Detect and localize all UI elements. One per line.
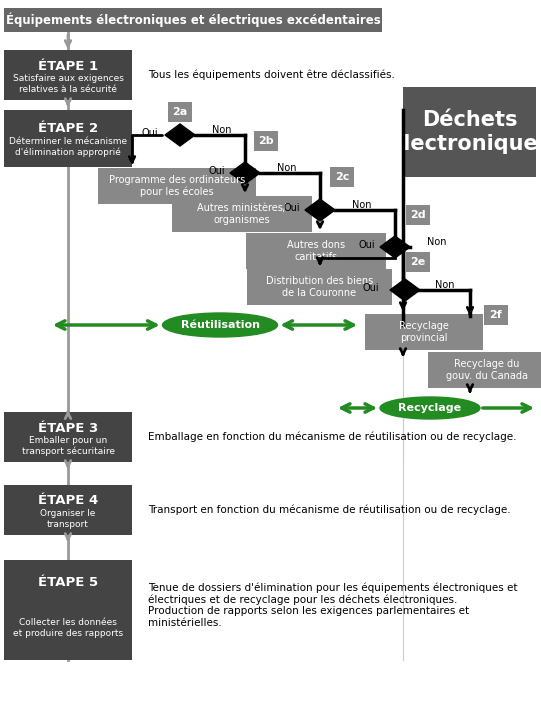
Text: ÉTAPE 2: ÉTAPE 2	[38, 122, 98, 135]
FancyBboxPatch shape	[403, 87, 536, 177]
FancyBboxPatch shape	[168, 102, 192, 122]
Text: Collecter les données
et produire des rapports: Collecter les données et produire des ra…	[13, 618, 123, 638]
Text: Tenue de dossiers d'élimination pour les équipements électroniques et
électrique: Tenue de dossiers d'élimination pour les…	[148, 582, 518, 628]
Ellipse shape	[162, 313, 278, 337]
Text: Emballer pour un
transport sécuritaire: Emballer pour un transport sécuritaire	[22, 436, 115, 456]
Text: Tous les équipements doivent être déclassifiés.: Tous les équipements doivent être déclas…	[148, 70, 395, 80]
Text: Satisfaire aux exigences
relatives à la sécurité: Satisfaire aux exigences relatives à la …	[12, 74, 123, 94]
Text: Oui: Oui	[362, 283, 379, 293]
Text: Non: Non	[435, 280, 454, 290]
FancyBboxPatch shape	[254, 131, 278, 151]
Text: Réutilisation: Réutilisation	[181, 320, 260, 330]
Text: Oui: Oui	[283, 203, 300, 213]
Text: ÉTAPE 5: ÉTAPE 5	[38, 575, 98, 588]
Text: Non: Non	[212, 125, 232, 135]
Text: Programme des ordinateurs
pour les écoles: Programme des ordinateurs pour les école…	[109, 175, 245, 197]
FancyBboxPatch shape	[246, 233, 386, 269]
FancyBboxPatch shape	[330, 167, 354, 187]
Text: Non: Non	[352, 200, 372, 210]
FancyBboxPatch shape	[428, 352, 541, 388]
Text: Déterminer le mécanisme
d'élimination approprié: Déterminer le mécanisme d'élimination ap…	[9, 137, 127, 157]
Text: Recyclage: Recyclage	[398, 403, 461, 413]
Ellipse shape	[380, 397, 480, 419]
Polygon shape	[380, 236, 410, 258]
Text: Recyclage du
gouv. du Canada: Recyclage du gouv. du Canada	[446, 359, 528, 381]
Text: Équipements électroniques et électriques excédentaires: Équipements électroniques et électriques…	[5, 13, 380, 27]
Text: 2a: 2a	[173, 107, 188, 117]
Text: Transport en fonction du mécanisme de réutilisation ou de recyclage.: Transport en fonction du mécanisme de ré…	[148, 505, 511, 516]
Text: Oui: Oui	[209, 166, 225, 176]
Polygon shape	[230, 162, 260, 184]
Text: 2d: 2d	[410, 210, 426, 220]
FancyBboxPatch shape	[4, 8, 382, 32]
Text: Recyclage
provincial: Recyclage provincial	[399, 321, 449, 343]
Text: 2b: 2b	[258, 136, 274, 146]
Text: Non: Non	[277, 163, 296, 173]
Polygon shape	[165, 124, 195, 146]
Polygon shape	[390, 279, 420, 301]
FancyBboxPatch shape	[365, 314, 483, 350]
Text: 2f: 2f	[490, 310, 503, 320]
FancyBboxPatch shape	[4, 110, 132, 167]
Text: ÉTAPE 4: ÉTAPE 4	[38, 495, 98, 508]
Text: Oui: Oui	[142, 128, 159, 138]
FancyBboxPatch shape	[172, 196, 312, 232]
FancyBboxPatch shape	[4, 412, 132, 462]
FancyBboxPatch shape	[4, 50, 132, 100]
Polygon shape	[305, 199, 335, 221]
FancyBboxPatch shape	[4, 485, 132, 535]
FancyBboxPatch shape	[484, 305, 508, 325]
FancyBboxPatch shape	[406, 205, 430, 225]
FancyBboxPatch shape	[4, 560, 132, 660]
Text: Oui: Oui	[359, 240, 375, 250]
Text: ÉTAPE 1: ÉTAPE 1	[38, 60, 98, 73]
FancyBboxPatch shape	[247, 269, 392, 305]
Text: Non: Non	[427, 237, 446, 247]
Text: ÉTAPE 3: ÉTAPE 3	[38, 421, 98, 434]
FancyBboxPatch shape	[98, 168, 256, 204]
Text: Emballage en fonction du mécanisme de réutilisation ou de recyclage.: Emballage en fonction du mécanisme de ré…	[148, 432, 517, 442]
Text: Distribution des biens
de la Couronne: Distribution des biens de la Couronne	[266, 276, 373, 298]
Text: 2c: 2c	[335, 172, 349, 182]
FancyBboxPatch shape	[406, 252, 430, 272]
Text: Autres dons
caritatifs: Autres dons caritatifs	[287, 240, 345, 262]
Text: 2e: 2e	[411, 257, 426, 267]
Text: Déchets
électroniques: Déchets électroniques	[389, 109, 541, 155]
Text: Autres ministères/
organismes: Autres ministères/ organismes	[197, 203, 287, 225]
Text: Organiser le
transport: Organiser le transport	[41, 509, 96, 528]
